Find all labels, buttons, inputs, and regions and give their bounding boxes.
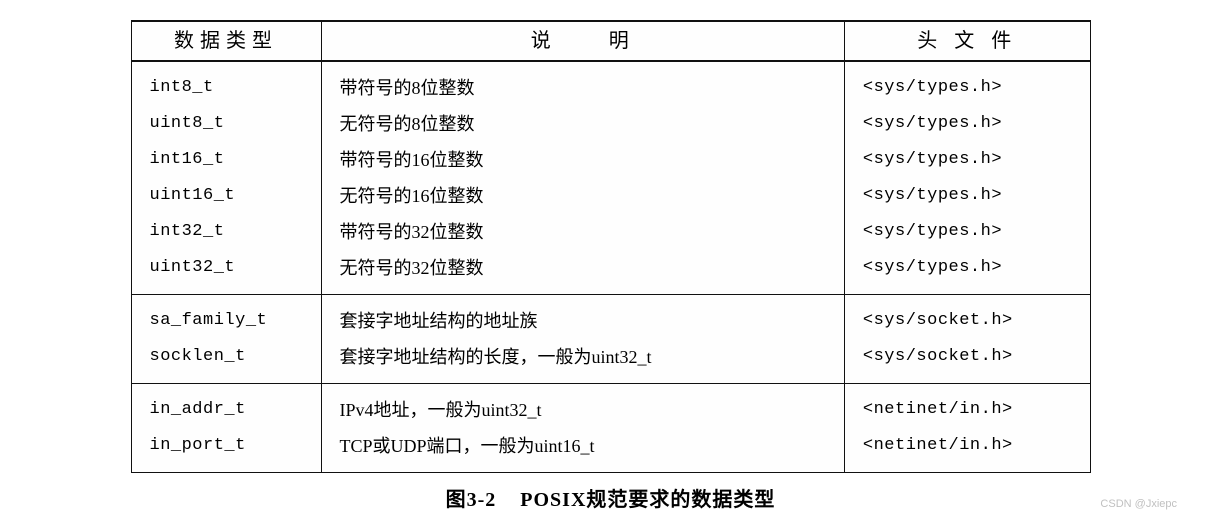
header-file: <sys/types.h> (863, 214, 1076, 250)
type-name: sa_family_t (150, 303, 307, 339)
cell-descs: 带符号的8位整数 无符号的8位整数 带符号的16位整数 无符号的16位整数 带符… (322, 62, 844, 294)
col-header-desc: 说 明 (321, 21, 844, 61)
header-file: <netinet/in.h> (863, 392, 1076, 428)
posix-types-table: 数据类型 说 明 头 文 件 int8_t uint8_t int16_t ui… (131, 20, 1091, 473)
header-file: <sys/types.h> (863, 106, 1076, 142)
table-row: sa_family_t socklen_t 套接字地址结构的地址族 套接字地址结… (131, 295, 1090, 384)
type-desc: 套接字地址结构的地址族 (340, 303, 830, 339)
type-name: int16_t (150, 142, 307, 178)
cell-hdrs: <sys/types.h> <sys/types.h> <sys/types.h… (845, 62, 1090, 294)
header-file: <sys/socket.h> (863, 339, 1076, 375)
type-desc: TCP或UDP端口，一般为uint16_t (340, 428, 830, 464)
header-file: <sys/types.h> (863, 142, 1076, 178)
type-desc: IPv4地址，一般为uint32_t (340, 392, 830, 428)
type-desc: 无符号的8位整数 (340, 106, 830, 142)
type-desc: 带符号的32位整数 (340, 214, 830, 250)
type-desc: 无符号的16位整数 (340, 178, 830, 214)
header-file: <sys/types.h> (863, 250, 1076, 286)
type-name: in_port_t (150, 428, 307, 464)
table-row: int8_t uint8_t int16_t uint16_t int32_t … (131, 61, 1090, 295)
cell-types: in_addr_t in_port_t (132, 384, 321, 472)
cell-hdrs: <netinet/in.h> <netinet/in.h> (845, 384, 1090, 472)
cell-hdrs: <sys/socket.h> <sys/socket.h> (845, 295, 1090, 383)
type-name: uint8_t (150, 106, 307, 142)
type-name: in_addr_t (150, 392, 307, 428)
type-name: uint16_t (150, 178, 307, 214)
cell-types: int8_t uint8_t int16_t uint16_t int32_t … (132, 62, 321, 294)
type-desc: 套接字地址结构的长度，一般为uint32_t (340, 339, 830, 375)
watermark-credit: CSDN @Jxiepc (1100, 498, 1177, 510)
type-desc: 带符号的8位整数 (340, 70, 830, 106)
page-wrap: 数据类型 说 明 头 文 件 int8_t uint8_t int16_t ui… (40, 20, 1181, 512)
type-desc: 无符号的32位整数 (340, 250, 830, 286)
table-header-row: 数据类型 说 明 头 文 件 (131, 21, 1090, 61)
cell-descs: IPv4地址，一般为uint32_t TCP或UDP端口，一般为uint16_t (322, 384, 844, 472)
header-file: <sys/socket.h> (863, 303, 1076, 339)
figure-caption: 图3-2 POSIX规范要求的数据类型 (40, 483, 1181, 512)
caption-label: 图3-2 (446, 489, 497, 511)
col-header-type: 数据类型 (131, 21, 321, 61)
type-name: int8_t (150, 70, 307, 106)
header-file: <netinet/in.h> (863, 428, 1076, 464)
cell-types: sa_family_t socklen_t (132, 295, 321, 383)
type-desc: 带符号的16位整数 (340, 142, 830, 178)
type-name: uint32_t (150, 250, 307, 286)
type-name: int32_t (150, 214, 307, 250)
type-name: socklen_t (150, 339, 307, 375)
col-header-header: 头 文 件 (844, 21, 1090, 61)
header-file: <sys/types.h> (863, 178, 1076, 214)
header-file: <sys/types.h> (863, 70, 1076, 106)
table-row: in_addr_t in_port_t IPv4地址，一般为uint32_t T… (131, 384, 1090, 473)
caption-title: POSIX规范要求的数据类型 (520, 489, 775, 511)
cell-descs: 套接字地址结构的地址族 套接字地址结构的长度，一般为uint32_t (322, 295, 844, 383)
